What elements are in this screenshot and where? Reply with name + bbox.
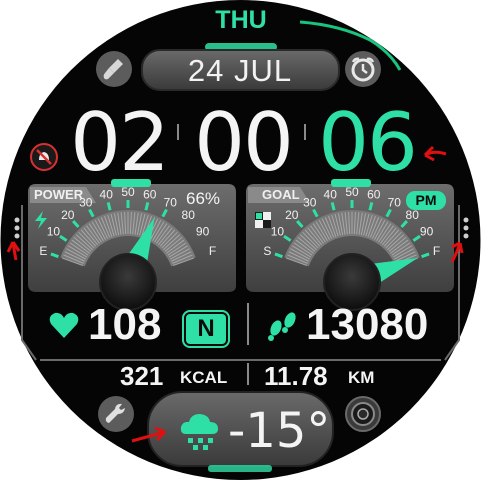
paint-brush-icon <box>103 59 123 80</box>
goal-gauge-tick-label: 70 <box>388 196 402 210</box>
camera-dial-icon <box>351 402 375 426</box>
goal-gauge-tick-label: S <box>263 244 271 258</box>
goal-gauge-tick-label: F <box>433 244 440 258</box>
goal-gauge-hub <box>323 253 381 311</box>
power-gauge-tick-label: 20 <box>61 208 75 222</box>
power-gauge-tick-label: 30 <box>79 196 93 210</box>
goal-gauge-tick-label: 40 <box>324 188 338 202</box>
goal-gauge-tick-label: 60 <box>367 188 381 202</box>
power-gauge-tick-label: 40 <box>100 188 114 202</box>
power-gauge-tick-label: F <box>209 244 216 258</box>
day-of-week: THU <box>215 6 267 34</box>
power-gauge-tick-label: 50 <box>121 185 135 199</box>
goal-gauge-tick-label: 50 <box>345 185 359 199</box>
kcal-value: 321 <box>120 361 164 391</box>
checker-flag-icon <box>255 212 271 228</box>
temperature-value: -15° <box>228 403 331 459</box>
power-gauge-tick-label: 60 <box>143 188 157 202</box>
lightning-icon <box>32 210 50 230</box>
footsteps-icon <box>266 310 300 342</box>
goal-gauge-tick-label: 20 <box>285 208 299 222</box>
steps-value: 13080 <box>306 300 429 349</box>
am-pm-badge: PM <box>406 191 446 210</box>
power-gauge-arc-band <box>60 210 196 267</box>
goal-gauge-tick-label: 90 <box>420 225 434 239</box>
alarm-button[interactable] <box>345 51 381 87</box>
heart-rate-value: 108 <box>88 300 162 349</box>
goal-gauge-arc-band <box>284 210 420 267</box>
date-label: 24 JUL <box>187 53 293 88</box>
power-gauge-tick-label: 90 <box>196 225 210 239</box>
do-not-disturb-indicator <box>30 143 58 171</box>
goal-title: GOAL <box>262 187 300 202</box>
alarm-clock-icon <box>351 57 375 82</box>
power-gauge-tick-label: 80 <box>182 208 196 222</box>
power-gauge-tick-label: 10 <box>47 225 61 239</box>
power-title: POWER <box>34 187 84 202</box>
no-bell-icon <box>36 149 52 165</box>
power-gauge-tick-label: E <box>39 244 47 258</box>
goal-gauge-tick-label: 80 <box>406 208 420 222</box>
power-gauge-hub <box>99 253 157 311</box>
goal-gauge-tick-label: 30 <box>303 196 317 210</box>
settings-button[interactable] <box>98 396 134 432</box>
distance-value: 11.78 <box>264 361 328 391</box>
wrench-icon <box>105 403 125 423</box>
time-seconds: 06 <box>318 96 418 189</box>
theme-button[interactable] <box>96 51 132 87</box>
time-hours: 02 <box>70 96 170 189</box>
heart-zone-badge: N <box>184 312 228 346</box>
heart-icon <box>48 310 80 340</box>
power-gauge-tick-label: 70 <box>164 196 178 210</box>
time-minutes: 00 <box>194 96 294 189</box>
camera-button[interactable] <box>345 396 381 432</box>
distance-unit: KM <box>348 368 375 387</box>
kcal-unit: KCAL <box>180 368 228 387</box>
goal-gauge-tick-label: 10 <box>271 225 285 239</box>
snow-cloud-icon <box>178 410 222 452</box>
power-percent: 66% <box>186 189 221 208</box>
